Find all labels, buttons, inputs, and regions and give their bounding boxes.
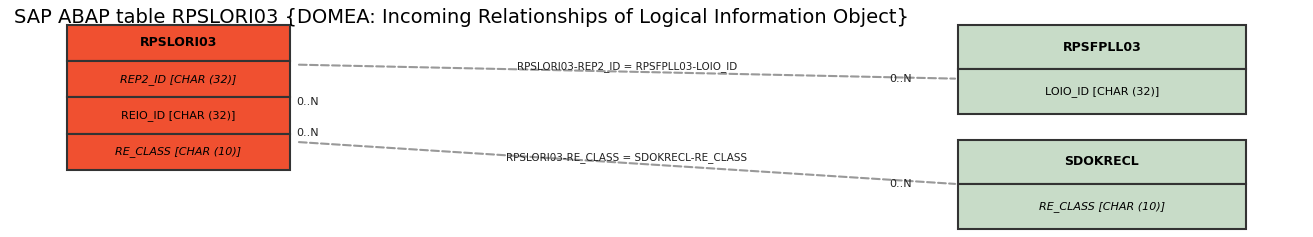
Text: RPSFPLL03: RPSFPLL03 [1062,41,1141,54]
Text: RE_CLASS [CHAR (10)]: RE_CLASS [CHAR (10)] [116,146,242,157]
Text: RPSLORI03-RE_CLASS = SDOKRECL-RE_CLASS: RPSLORI03-RE_CLASS = SDOKRECL-RE_CLASS [507,152,747,163]
Text: RPSLORI03: RPSLORI03 [139,36,217,50]
Text: 0..N: 0..N [889,74,913,84]
Text: RE_CLASS [CHAR (10)]: RE_CLASS [CHAR (10)] [1039,201,1165,212]
Text: 0..N: 0..N [297,97,319,107]
Text: 0..N: 0..N [297,128,319,137]
Text: 0..N: 0..N [889,179,913,189]
FancyBboxPatch shape [958,140,1246,184]
Text: REP2_ID [CHAR (32)]: REP2_ID [CHAR (32)] [119,74,236,85]
Text: SDOKRECL: SDOKRECL [1065,155,1140,168]
Text: LOIO_ID [CHAR (32)]: LOIO_ID [CHAR (32)] [1045,86,1159,97]
FancyBboxPatch shape [67,134,290,170]
Text: SAP ABAP table RPSLORI03 {DOMEA: Incoming Relationships of Logical Information O: SAP ABAP table RPSLORI03 {DOMEA: Incomin… [14,9,910,27]
Text: RPSLORI03-REP2_ID = RPSFPLL03-LOIO_ID: RPSLORI03-REP2_ID = RPSFPLL03-LOIO_ID [517,61,737,72]
FancyBboxPatch shape [958,25,1246,69]
FancyBboxPatch shape [67,25,290,61]
FancyBboxPatch shape [67,97,290,134]
FancyBboxPatch shape [958,184,1246,228]
FancyBboxPatch shape [67,61,290,97]
Text: REIO_ID [CHAR (32)]: REIO_ID [CHAR (32)] [121,110,235,121]
FancyBboxPatch shape [958,69,1246,114]
